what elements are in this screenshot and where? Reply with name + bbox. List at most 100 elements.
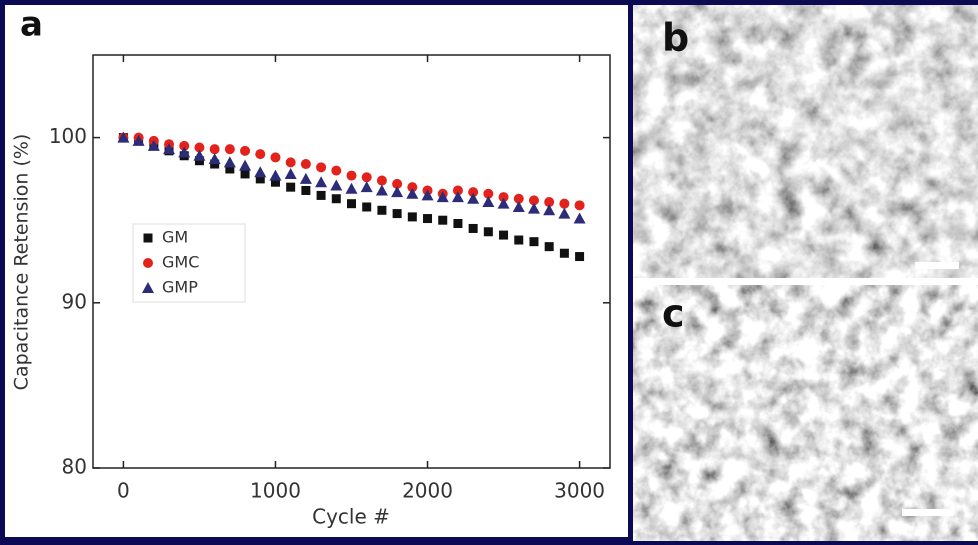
legend-label: GMP xyxy=(162,278,198,297)
y-axis-label: Capacitance Retension (%) xyxy=(11,134,33,391)
point xyxy=(574,200,585,211)
sem-image-c xyxy=(633,285,978,541)
point xyxy=(544,242,554,252)
point xyxy=(513,193,524,204)
plot-frame xyxy=(92,54,611,469)
point xyxy=(286,182,296,192)
point xyxy=(467,192,480,204)
point xyxy=(255,149,266,160)
point xyxy=(270,152,281,163)
point xyxy=(316,162,327,173)
point xyxy=(558,207,571,219)
point xyxy=(347,199,356,209)
point xyxy=(178,146,191,158)
point xyxy=(377,205,387,215)
point xyxy=(346,170,357,181)
point xyxy=(240,145,251,156)
point xyxy=(391,186,404,198)
point xyxy=(330,179,343,191)
point xyxy=(163,143,176,155)
point xyxy=(453,219,463,229)
x-tick-label: 1000 xyxy=(250,479,301,503)
point xyxy=(285,157,296,168)
point xyxy=(559,198,570,209)
legend-marker xyxy=(143,258,153,268)
point xyxy=(193,149,206,161)
point xyxy=(482,196,495,208)
point xyxy=(575,252,585,262)
point xyxy=(406,187,419,199)
point xyxy=(315,176,328,188)
y-tick-label: 100 xyxy=(49,124,87,148)
point xyxy=(269,169,282,181)
point xyxy=(376,175,387,186)
point xyxy=(529,237,539,247)
point xyxy=(362,202,372,212)
point xyxy=(331,165,342,176)
point xyxy=(194,142,205,153)
point xyxy=(300,159,311,170)
point xyxy=(392,209,402,219)
point xyxy=(497,197,510,209)
point xyxy=(345,182,358,194)
point xyxy=(254,166,267,178)
panel-label: a xyxy=(20,5,43,45)
image-separator xyxy=(633,278,978,285)
point xyxy=(468,187,479,198)
legend-label: GMC xyxy=(162,253,199,272)
point xyxy=(498,192,509,203)
point xyxy=(208,153,221,165)
point xyxy=(468,223,478,233)
point xyxy=(179,140,190,151)
point xyxy=(224,144,235,155)
point xyxy=(132,134,145,146)
point xyxy=(239,159,252,171)
x-tick-label: 0 xyxy=(117,479,130,503)
point xyxy=(270,177,280,187)
legend-box xyxy=(132,223,246,303)
chart-panel xyxy=(5,5,628,537)
point xyxy=(117,131,130,143)
point xyxy=(240,169,250,179)
point xyxy=(543,204,556,216)
point xyxy=(147,139,160,151)
y-tick-label: 90 xyxy=(62,289,87,313)
legend-marker xyxy=(142,282,154,293)
legend-marker xyxy=(143,233,153,243)
point xyxy=(209,144,220,155)
point xyxy=(514,235,524,245)
point xyxy=(361,172,372,183)
x-tick-label: 3000 xyxy=(554,479,605,503)
point xyxy=(316,190,326,200)
panel-label: c xyxy=(662,292,685,336)
y-tick-label: 80 xyxy=(62,455,87,479)
point xyxy=(528,195,539,206)
point xyxy=(573,212,586,224)
point xyxy=(375,184,388,196)
point xyxy=(436,191,449,203)
sem-image-b xyxy=(633,5,978,278)
scale-bar xyxy=(915,262,959,269)
point xyxy=(544,197,555,208)
point xyxy=(255,174,265,184)
point xyxy=(392,178,403,189)
point xyxy=(331,194,341,204)
point xyxy=(299,172,312,184)
point xyxy=(512,200,525,212)
point xyxy=(452,185,463,196)
point xyxy=(483,227,493,237)
point xyxy=(225,164,235,174)
point xyxy=(483,188,494,199)
x-tick-label: 2000 xyxy=(402,479,453,503)
legend-label: GM xyxy=(162,228,188,247)
panel-label: b xyxy=(662,16,689,60)
x-axis-label: Cycle # xyxy=(312,505,390,529)
point xyxy=(284,167,297,179)
point xyxy=(527,202,540,214)
point xyxy=(407,212,417,222)
point xyxy=(301,185,311,195)
point xyxy=(407,182,418,193)
point xyxy=(423,214,433,224)
point xyxy=(499,230,509,240)
